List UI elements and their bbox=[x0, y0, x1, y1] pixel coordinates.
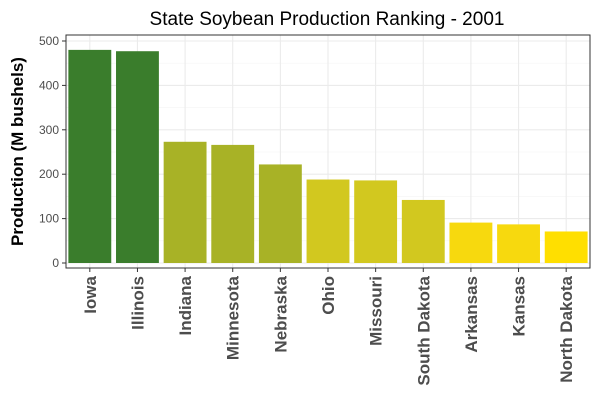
bar-minnesota bbox=[211, 144, 255, 263]
y-tick-label: 300 bbox=[39, 123, 59, 137]
x-tick-label: Kansas bbox=[510, 276, 529, 336]
x-tick-label: Illinois bbox=[128, 276, 147, 330]
y-tick-label: 500 bbox=[39, 34, 59, 48]
bar-south-dakota bbox=[401, 199, 445, 263]
x-tick-label: North Dakota bbox=[557, 275, 576, 382]
x-tick-label: Ohio bbox=[319, 276, 338, 315]
bar-ohio bbox=[306, 179, 350, 263]
y-tick-label: 400 bbox=[39, 78, 59, 92]
x-tick-label: Nebraska bbox=[271, 275, 290, 352]
bar-iowa bbox=[68, 49, 112, 263]
x-tick-label: Arkansas bbox=[462, 276, 481, 353]
bar-nebraska bbox=[258, 164, 302, 263]
bar-illinois bbox=[116, 51, 159, 263]
x-axis: Iowa Illinois Indiana Minnesota Nebraska Ohio… bbox=[81, 268, 576, 386]
chart-title: State Soybean Production Ranking - 2001 bbox=[150, 9, 505, 30]
y-tick-label: 100 bbox=[39, 212, 59, 226]
bar-kansas bbox=[497, 224, 540, 263]
y-tick-label: 0 bbox=[52, 256, 59, 270]
bar-arkansas bbox=[449, 222, 493, 263]
x-tick-label: Missouri bbox=[367, 276, 386, 346]
x-tick-label: Minnesota bbox=[224, 275, 243, 360]
x-tick-label: Iowa bbox=[81, 275, 100, 313]
bar-missouri bbox=[354, 180, 398, 263]
y-tick-label: 200 bbox=[39, 167, 59, 181]
y-axis: 0 100 200 300 400 500 bbox=[39, 34, 66, 270]
bar-indiana bbox=[163, 141, 207, 263]
y-axis-label: Production (M bushels) bbox=[8, 57, 27, 246]
plot-area bbox=[65, 34, 591, 269]
x-tick-label: South Dakota bbox=[414, 275, 433, 385]
x-tick-label: Indiana bbox=[176, 275, 195, 335]
bar-north-dakota bbox=[544, 231, 588, 263]
bars bbox=[68, 49, 588, 263]
